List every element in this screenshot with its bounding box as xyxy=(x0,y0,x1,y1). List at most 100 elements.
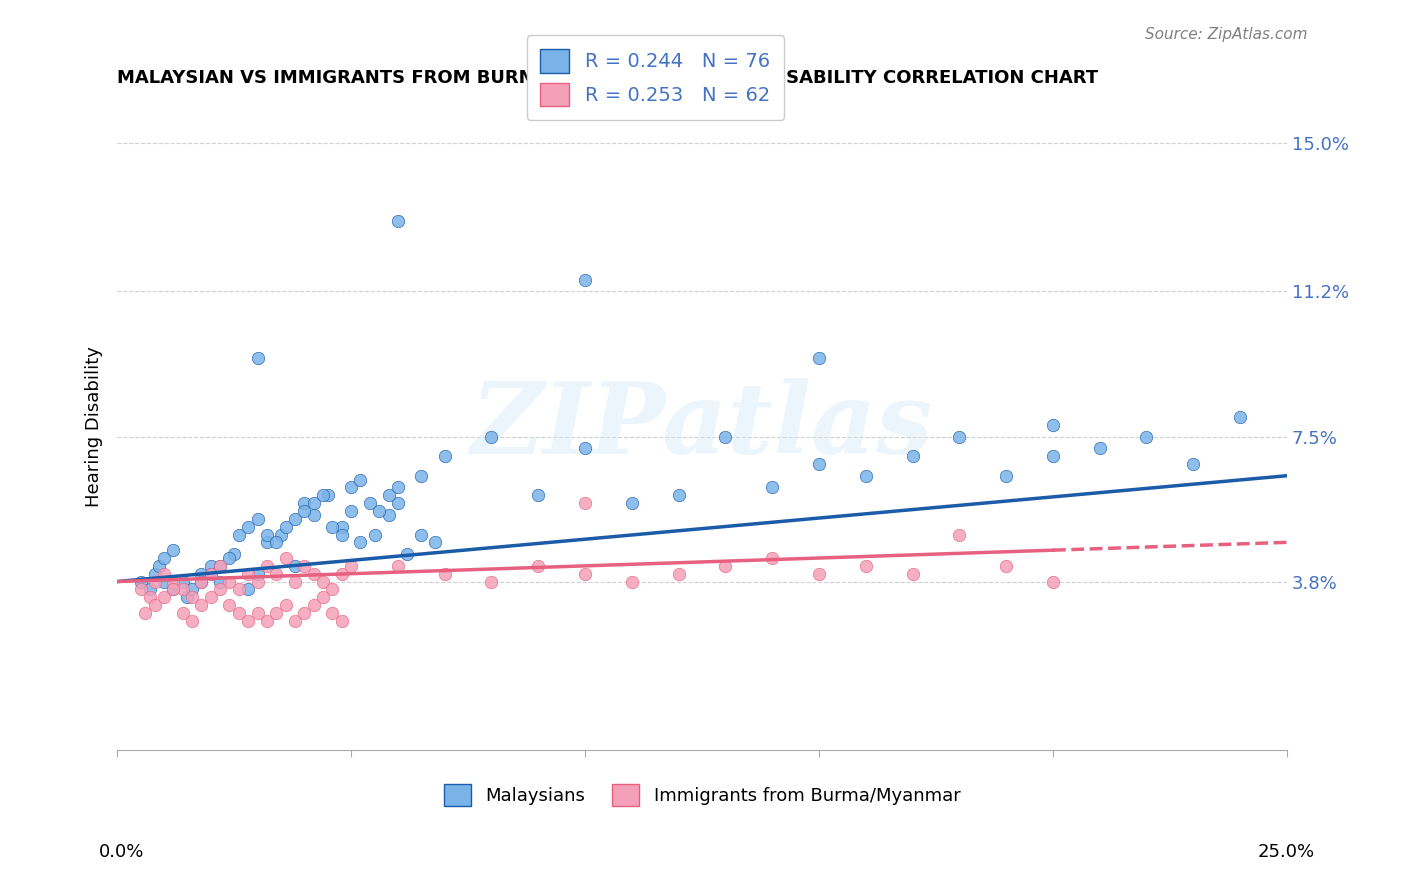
Point xyxy=(396,547,419,561)
Point xyxy=(256,614,278,628)
Point xyxy=(139,591,162,605)
Point xyxy=(172,582,194,597)
Legend: Malaysians, Immigrants from Burma/Myanmar: Malaysians, Immigrants from Burma/Myanma… xyxy=(432,772,973,819)
Point xyxy=(129,582,152,597)
Point xyxy=(901,566,924,581)
Point xyxy=(321,582,343,597)
Point xyxy=(200,591,222,605)
Point xyxy=(190,574,212,589)
Point xyxy=(270,527,292,541)
Point xyxy=(761,551,783,566)
Point xyxy=(387,214,409,228)
Point xyxy=(228,527,250,541)
Point xyxy=(387,496,409,510)
Point xyxy=(153,551,176,566)
Point xyxy=(321,519,343,533)
Point xyxy=(143,566,166,581)
Point xyxy=(190,574,212,589)
Point xyxy=(153,566,176,581)
Point xyxy=(228,606,250,620)
Point xyxy=(139,582,162,597)
Point xyxy=(129,574,152,589)
Point xyxy=(330,566,353,581)
Point xyxy=(574,566,596,581)
Point xyxy=(246,566,269,581)
Point xyxy=(302,508,325,522)
Point xyxy=(349,535,371,549)
Point xyxy=(238,614,260,628)
Point xyxy=(190,566,212,581)
Point xyxy=(256,535,278,549)
Point xyxy=(1182,457,1205,471)
Point xyxy=(411,527,433,541)
Point xyxy=(855,468,877,483)
Point xyxy=(143,574,166,589)
Point xyxy=(714,558,737,573)
Point xyxy=(190,598,212,612)
Point xyxy=(807,566,830,581)
Point xyxy=(302,496,325,510)
Point xyxy=(143,598,166,612)
Point xyxy=(1088,442,1111,456)
Point xyxy=(162,543,184,558)
Point xyxy=(433,449,456,463)
Point xyxy=(302,598,325,612)
Point xyxy=(246,606,269,620)
Point xyxy=(714,429,737,443)
Point xyxy=(284,512,307,526)
Point xyxy=(134,606,156,620)
Point xyxy=(218,551,240,566)
Point xyxy=(330,527,353,541)
Point xyxy=(218,598,240,612)
Point xyxy=(256,527,278,541)
Point xyxy=(209,558,232,573)
Point xyxy=(377,488,399,502)
Point xyxy=(181,614,204,628)
Point xyxy=(387,558,409,573)
Point xyxy=(574,442,596,456)
Point xyxy=(349,473,371,487)
Point xyxy=(148,558,170,573)
Point xyxy=(246,351,269,365)
Point xyxy=(238,566,260,581)
Point xyxy=(228,582,250,597)
Point xyxy=(620,496,643,510)
Point xyxy=(274,598,297,612)
Point xyxy=(181,591,204,605)
Point xyxy=(292,504,315,518)
Point xyxy=(162,582,184,597)
Point xyxy=(433,566,456,581)
Point xyxy=(527,558,550,573)
Point xyxy=(340,480,363,494)
Point xyxy=(172,574,194,589)
Point xyxy=(256,558,278,573)
Text: 0.0%: 0.0% xyxy=(98,843,143,861)
Point xyxy=(209,582,232,597)
Point xyxy=(1229,409,1251,424)
Point xyxy=(761,480,783,494)
Point xyxy=(162,574,184,589)
Point xyxy=(668,566,690,581)
Point xyxy=(1042,417,1064,432)
Y-axis label: Hearing Disability: Hearing Disability xyxy=(86,346,103,508)
Point xyxy=(620,574,643,589)
Point xyxy=(292,496,315,510)
Point xyxy=(995,468,1018,483)
Point xyxy=(807,351,830,365)
Point xyxy=(411,468,433,483)
Text: ZIPatlas: ZIPatlas xyxy=(471,378,934,475)
Point xyxy=(901,449,924,463)
Point xyxy=(527,488,550,502)
Point xyxy=(284,574,307,589)
Point xyxy=(807,457,830,471)
Point xyxy=(363,527,385,541)
Point xyxy=(330,614,353,628)
Point xyxy=(330,519,353,533)
Point xyxy=(264,606,287,620)
Point xyxy=(481,429,503,443)
Point xyxy=(274,519,297,533)
Point xyxy=(246,512,269,526)
Point xyxy=(274,551,297,566)
Point xyxy=(238,582,260,597)
Point xyxy=(302,566,325,581)
